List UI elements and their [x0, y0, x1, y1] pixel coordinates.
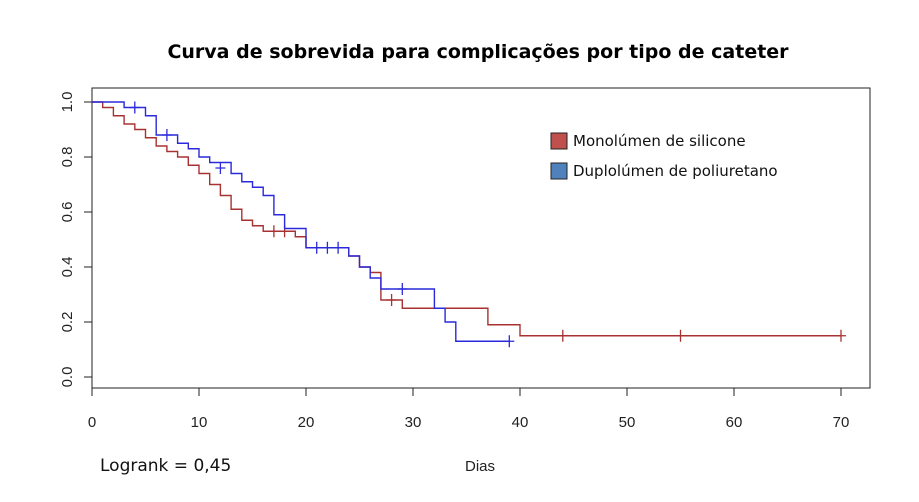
chart-title: Curva de sobrevida para complicações por…: [167, 41, 789, 63]
legend-swatch: [550, 132, 568, 150]
censor-mark: [161, 129, 172, 141]
logrank-annotation: Logrank = 0,45: [100, 456, 231, 476]
censor-mark: [386, 294, 397, 306]
censor-mark: [311, 241, 322, 254]
x-axis: 0 10 20 30 40 50 60 70: [88, 387, 850, 431]
y-tick-label: 0.0: [59, 367, 76, 388]
censor-mark: [129, 101, 140, 114]
censor-mark: [322, 241, 333, 254]
series-1-line: [92, 101, 841, 337]
x-tick-label: 0: [88, 414, 96, 431]
censor-mark: [675, 329, 686, 342]
plot-frame: [91, 87, 871, 389]
series-layer: [92, 101, 846, 348]
y-tick-label: 0.4: [59, 257, 76, 278]
x-tick-label: 10: [191, 414, 208, 431]
censor-mark: [333, 241, 344, 254]
x-tick-label: 30: [405, 414, 422, 431]
censor-mark: [836, 329, 846, 342]
y-tick-label: 0.6: [59, 202, 76, 223]
legend-label: Monolúmen de silicone: [573, 132, 746, 150]
x-tick-label: 70: [833, 414, 850, 431]
y-axis: 0.0 0.2 0.4 0.6 0.8 1.0: [59, 92, 93, 388]
censor-mark: [504, 335, 515, 348]
x-tick-label: 50: [619, 414, 636, 431]
legend-label: Duplolúmen de poliuretano: [573, 162, 778, 180]
x-tick-label: 20: [298, 414, 315, 431]
censor-mark: [268, 225, 279, 238]
censor-mark: [557, 329, 568, 342]
censor-mark: [215, 162, 226, 174]
y-tick-label: 0.2: [59, 312, 76, 333]
series-2-line: [92, 101, 510, 342]
x-tick-label: 40: [512, 414, 529, 431]
legend: Monolúmen de silicone Duplolúmen de poliu…: [550, 132, 778, 180]
x-axis-label: Dias: [465, 458, 495, 475]
x-tick-label: 60: [726, 414, 743, 431]
censor-mark: [397, 283, 408, 295]
y-tick-label: 0.8: [59, 147, 76, 168]
legend-swatch: [550, 162, 568, 180]
y-tick-label: 1.0: [59, 92, 76, 113]
